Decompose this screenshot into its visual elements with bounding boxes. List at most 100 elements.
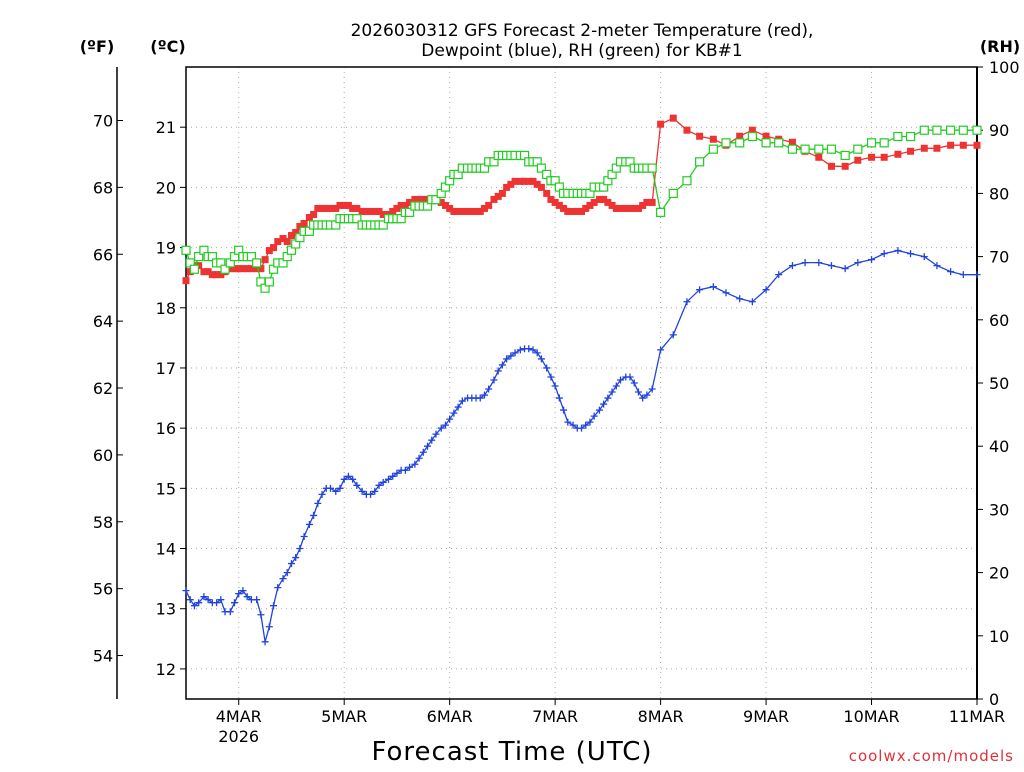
2-meter-temperature-point xyxy=(419,195,427,203)
2-meter-temperature-point xyxy=(279,235,287,243)
dewpoint-point xyxy=(253,596,261,604)
2-meter-temperature-point xyxy=(274,238,282,246)
dewpoint-point xyxy=(494,367,502,375)
dewpoint-point xyxy=(310,511,318,519)
2-meter-temperature-point xyxy=(340,201,348,209)
dewpoint-point xyxy=(582,421,590,429)
dewpoint-point xyxy=(775,271,783,279)
2-meter-temperature-point xyxy=(841,162,849,170)
dewpoint-point xyxy=(612,382,620,390)
rh-point xyxy=(721,138,731,148)
2-meter-temperature-point xyxy=(270,244,278,252)
x-tick-label: 8MAR xyxy=(638,707,684,726)
2-meter-temperature-point xyxy=(537,183,545,191)
dewpoint-point xyxy=(371,487,379,495)
fahrenheit-tick-label: 54 xyxy=(93,647,113,666)
2-meter-temperature-point xyxy=(604,198,612,206)
2-meter-temperature-point xyxy=(648,198,656,206)
rh-point xyxy=(668,188,678,198)
2-meter-temperature-point xyxy=(358,207,366,215)
rh-tick-label: 100 xyxy=(989,58,1020,77)
dewpoint-point xyxy=(617,376,625,384)
rh-point xyxy=(695,157,705,167)
2-meter-temperature-point xyxy=(503,183,511,191)
dewpoint-point xyxy=(411,460,419,468)
2-meter-temperature-series xyxy=(182,114,981,285)
dewpoint-point xyxy=(458,397,466,405)
2-meter-temperature-point xyxy=(634,204,642,212)
rh-point xyxy=(761,138,771,148)
celsius-tick-label: 20 xyxy=(156,178,176,197)
fahrenheit-unit-label: (ºF) xyxy=(80,37,115,56)
2-meter-temperature-point xyxy=(314,204,322,212)
2-meter-temperature-point xyxy=(709,135,717,143)
2-meter-temperature-point xyxy=(612,204,620,212)
dewpoint-point xyxy=(569,421,577,429)
rh-point xyxy=(893,131,903,142)
dewpoint-point xyxy=(748,298,756,306)
2-meter-temperature-point xyxy=(283,238,291,246)
rh-point xyxy=(774,138,784,148)
celsius-tick-label: 14 xyxy=(156,540,176,559)
2-meter-temperature-point xyxy=(247,265,255,273)
dewpoint-point xyxy=(762,286,770,294)
2-meter-temperature-point xyxy=(261,256,269,264)
2-meter-temperature-point xyxy=(257,265,265,273)
rh-point xyxy=(252,258,262,268)
credit-text: coolwx.com/models xyxy=(849,747,1014,765)
rh-point xyxy=(826,144,837,154)
x-tick-label: 6MAR xyxy=(427,707,473,726)
2-meter-temperature-point xyxy=(521,177,529,185)
2-meter-temperature-point xyxy=(411,195,419,203)
dewpoint-point xyxy=(476,394,484,402)
dewpoint-point xyxy=(595,406,603,414)
dewpoint-point xyxy=(507,352,515,360)
dewpoint-point xyxy=(190,602,198,610)
rh-point xyxy=(536,163,547,173)
celsius-tick-label: 21 xyxy=(156,118,176,137)
dewpoint-point xyxy=(947,268,955,276)
2-meter-temperature-point xyxy=(788,138,796,146)
dewpoint-point xyxy=(547,373,555,381)
dewpoint-point xyxy=(503,355,511,363)
2-meter-temperature-point xyxy=(231,265,239,273)
2-meter-temperature-point xyxy=(446,204,454,212)
celsius-tick-label: 18 xyxy=(156,299,176,318)
2-meter-temperature-point xyxy=(569,207,577,215)
rh-tick-label: 0 xyxy=(989,690,999,709)
dewpoint-point xyxy=(283,569,291,577)
dewpoint-point xyxy=(182,587,190,595)
2-meter-temperature-point xyxy=(472,207,480,215)
2-meter-temperature-point xyxy=(498,189,506,197)
2-meter-temperature-point xyxy=(933,144,941,152)
dewpoint-point xyxy=(226,608,234,616)
dewpoint-point xyxy=(415,454,423,462)
x-tick-label: 7MAR xyxy=(532,707,578,726)
dewpoint-point xyxy=(560,406,568,414)
rh-point xyxy=(840,150,850,161)
dewpoint-point xyxy=(490,376,498,384)
2-meter-temperature-point xyxy=(582,204,590,212)
2-meter-temperature-point xyxy=(827,162,835,170)
2-meter-temperature-point xyxy=(200,268,208,276)
celsius-tick-label: 15 xyxy=(156,479,176,498)
2-meter-temperature-point xyxy=(437,198,445,206)
dewpoint-point xyxy=(217,596,225,604)
dewpoint-point xyxy=(213,599,221,607)
dewpoint-point xyxy=(279,575,287,583)
rh-point xyxy=(431,195,441,205)
rh-tick-label: 10 xyxy=(989,627,1009,646)
dewpoint-point xyxy=(432,430,440,438)
dewpoint-point xyxy=(854,259,862,267)
dewpoint-point xyxy=(564,418,572,426)
dewpoint-point xyxy=(406,463,414,471)
dewpoint-point xyxy=(239,587,247,595)
2-meter-temperature-point xyxy=(397,201,405,209)
dewpoint-point xyxy=(604,394,612,402)
dewpoint-point xyxy=(358,487,366,495)
2-meter-temperature-point xyxy=(415,195,423,203)
2-meter-temperature-point xyxy=(485,201,493,209)
